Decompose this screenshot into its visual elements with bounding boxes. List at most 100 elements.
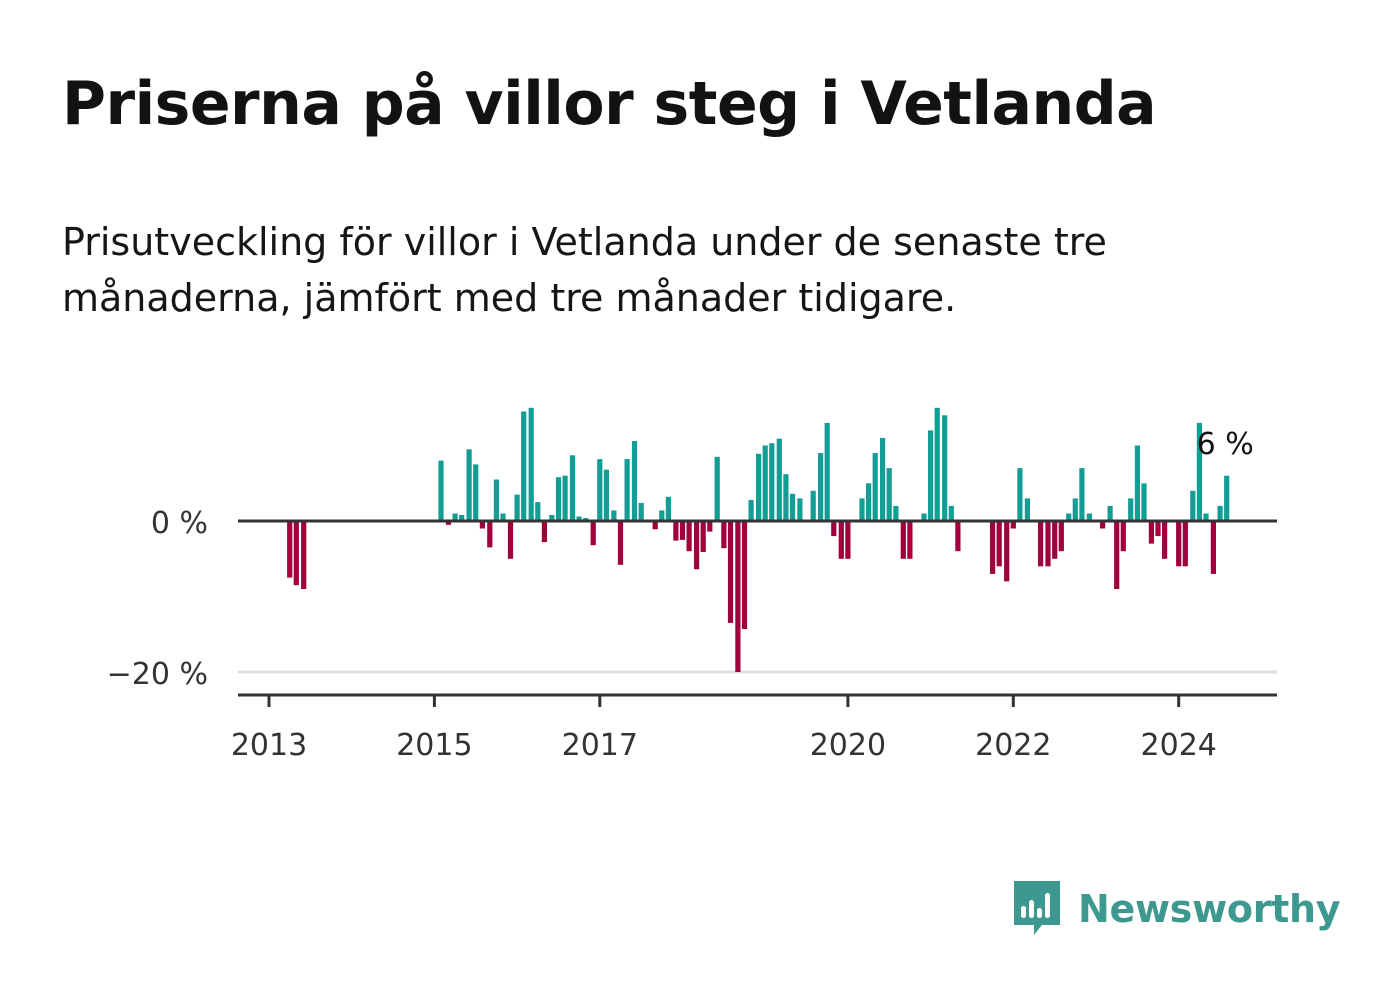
bar [866, 483, 872, 522]
axes [238, 519, 1277, 707]
bar [528, 407, 534, 522]
bar [1203, 513, 1209, 521]
bar [769, 443, 775, 521]
bar [603, 469, 609, 521]
bar [459, 515, 465, 521]
labels: 0 % −20 % 2013 2015 2017 2020 2022 2024 6 % [107, 427, 1254, 763]
bar [789, 493, 796, 521]
bar [659, 510, 665, 521]
page-subtitle: Prisutveckling för villor i Vetlanda und… [62, 220, 1107, 320]
bar [535, 502, 541, 521]
page-title: Priserna på villor steg i Vetlanda [62, 69, 1157, 139]
bar [438, 460, 444, 521]
bar [652, 521, 658, 530]
bar [686, 521, 692, 552]
y-tick-label: 0 % [151, 506, 208, 541]
bar [521, 411, 527, 521]
bar [942, 415, 948, 521]
bar [1038, 521, 1044, 567]
x-tick-label: 2020 [810, 728, 886, 763]
bar [617, 521, 624, 565]
bar [838, 521, 844, 559]
bar [1045, 521, 1051, 567]
x-tick-label: 2024 [1141, 728, 1217, 763]
bar [700, 521, 706, 552]
bar [473, 464, 479, 521]
bar [845, 521, 851, 559]
bar [921, 513, 927, 521]
x-tick-label: 2022 [975, 728, 1051, 763]
bar [741, 521, 748, 629]
bar [714, 456, 720, 521]
bar [287, 521, 293, 578]
bar [549, 515, 555, 521]
bar [1182, 521, 1188, 567]
bar [810, 490, 816, 521]
x-tick-label: 2017 [562, 728, 638, 763]
bar [1155, 521, 1161, 537]
bar [797, 498, 803, 521]
bar [479, 521, 485, 529]
bar [1052, 521, 1058, 559]
bar [500, 513, 506, 521]
bar [1120, 521, 1126, 552]
bar [514, 494, 520, 521]
bar [1107, 505, 1113, 521]
bar [783, 474, 789, 521]
bar [907, 521, 913, 559]
bar [1196, 422, 1202, 521]
bar [452, 513, 458, 521]
bar [727, 521, 734, 623]
bar [1010, 521, 1016, 529]
bar [487, 521, 493, 548]
bar [555, 477, 562, 521]
bar [493, 479, 499, 521]
bar [597, 459, 603, 521]
bar [1017, 468, 1023, 521]
bar [1114, 521, 1120, 589]
bar [590, 521, 596, 546]
bar [631, 441, 638, 521]
bar [293, 521, 299, 586]
x-tick-label: 2013 [231, 728, 307, 763]
bar-chart-speech-bubble-icon [1012, 877, 1062, 941]
bar [1210, 521, 1216, 574]
bar [859, 498, 865, 521]
bar [569, 455, 576, 521]
bar [611, 510, 617, 521]
bar [1086, 513, 1092, 521]
bar [893, 505, 899, 521]
bar [445, 521, 452, 525]
bar [1176, 521, 1182, 567]
bar [576, 516, 582, 521]
bar [624, 459, 630, 521]
bar [665, 496, 671, 521]
bar [1100, 521, 1106, 529]
bar [756, 453, 762, 521]
bar [948, 505, 954, 521]
bar [886, 468, 892, 521]
bar [1072, 498, 1078, 521]
bar [507, 521, 514, 559]
bar [735, 521, 741, 672]
bar [1004, 521, 1010, 582]
bars [287, 407, 1230, 672]
bar [831, 521, 837, 537]
bar [1224, 475, 1230, 521]
bar [638, 502, 644, 521]
y-tick-label: −20 % [107, 657, 208, 692]
bar [1058, 521, 1064, 552]
bar [707, 521, 713, 532]
bar [748, 499, 754, 521]
x-tick-label: 2015 [396, 728, 472, 763]
bar [880, 437, 886, 521]
bar [872, 453, 878, 521]
bar [541, 521, 547, 543]
brand-name: Newsworthy [1078, 887, 1341, 931]
bar [1217, 505, 1223, 521]
latest-value-label: 6 % [1197, 427, 1254, 462]
bar [1128, 498, 1134, 521]
bar [955, 521, 961, 552]
bar [776, 438, 782, 521]
